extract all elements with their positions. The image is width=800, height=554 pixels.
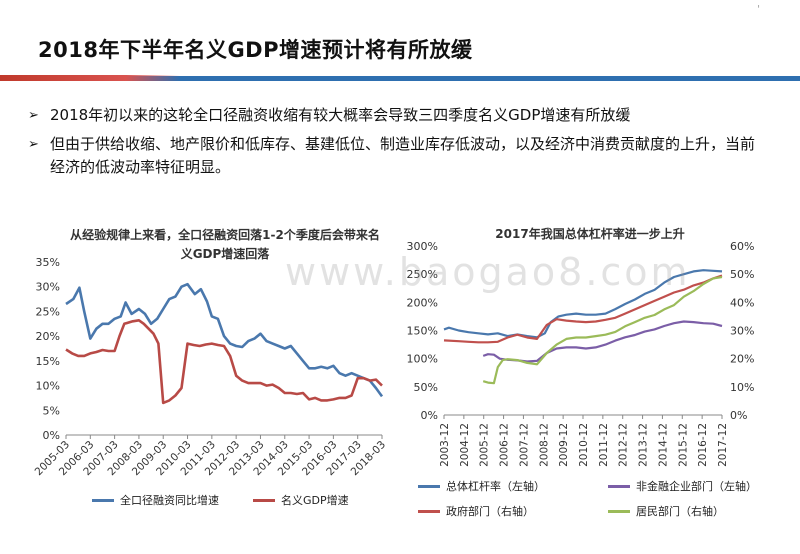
legend-label: 政府部门（右轴）	[446, 505, 534, 518]
y-right-tick-label: 40%	[730, 296, 754, 309]
x-tick-label: 2012-12	[618, 423, 630, 467]
legend-label: 非金融企业部门（左轴）	[636, 480, 757, 493]
series-line	[65, 319, 383, 405]
legend-swatch	[418, 484, 440, 488]
legend-swatch	[608, 484, 630, 488]
series-line	[482, 275, 723, 385]
x-tick-label: 2007-12	[518, 423, 530, 467]
legend-label: 名义GDP增速	[281, 494, 349, 507]
y-right-tick-label: 10%	[730, 381, 754, 394]
legend-item: 政府部门（右轴）	[418, 503, 608, 519]
series-line	[443, 269, 723, 339]
y-tick-label: 25%	[36, 305, 60, 318]
x-tick-label: 2016-12	[697, 423, 709, 467]
y-tick-label: 10%	[36, 380, 60, 393]
x-tick-label: 2004-12	[459, 423, 471, 467]
bullet-list: ➢ 2018年初以来的这轮全口径融资收缩有较大概率会导致三四季度名义GDP增速有…	[28, 104, 768, 185]
x-tick-label: 2014-12	[657, 423, 669, 467]
legend-item: 居民部门（右轴）	[608, 503, 778, 519]
legend-item: 总体杠杆率（左轴）	[418, 478, 608, 494]
y-tick-label: 30%	[36, 281, 60, 294]
bullet-arrow-icon: ➢	[28, 108, 39, 123]
y-left-tick-label: 150%	[407, 325, 438, 338]
page-mark: '	[757, 4, 760, 15]
x-tick-label: 2009-12	[558, 423, 570, 467]
y-left-tick-label: 50%	[414, 381, 438, 394]
legend-swatch	[92, 498, 114, 502]
x-tick-label: 2015-12	[677, 423, 689, 467]
x-tick-label: 2008-12	[538, 423, 550, 467]
x-tick-label: 2005-12	[479, 423, 491, 467]
left-chart-legend: 全口径融资同比增速 名义GDP增速	[92, 492, 349, 508]
y-left-tick-label: 200%	[407, 296, 438, 309]
y-tick-label: 15%	[36, 355, 60, 368]
legend-label: 全口径融资同比增速	[120, 494, 219, 507]
legend-item: 名义GDP增速	[253, 492, 349, 508]
legend-item: 全口径融资同比增速	[92, 492, 219, 508]
y-tick-label: 20%	[36, 330, 60, 343]
y-right-tick-label: 50%	[730, 268, 754, 281]
y-left-tick-label: 300%	[407, 240, 438, 253]
y-left-tick-label: 0%	[421, 409, 438, 422]
title-underline-blue	[0, 76, 800, 81]
series-line	[443, 274, 723, 344]
legend-item: 非金融企业部门（左轴）	[608, 478, 778, 494]
bullet-item: ➢ 2018年初以来的这轮全口径融资收缩有较大概率会导致三四季度名义GDP增速有…	[28, 104, 768, 127]
legend-swatch	[418, 509, 440, 513]
x-tick-label: 2010-12	[578, 423, 590, 467]
y-left-tick-label: 250%	[407, 268, 438, 281]
x-tick-label: 2017-12	[717, 423, 729, 467]
x-tick-label: 2003-12	[439, 423, 451, 467]
x-tick-label: 2006-12	[499, 423, 511, 467]
right-chart-title: 2017年我国总体杠杆率进一步上升	[495, 227, 685, 241]
x-tick-label: 2013-12	[638, 423, 650, 467]
y-right-tick-label: 20%	[730, 353, 754, 366]
bullet-item: ➢ 但由于供给收缩、地产限价和低库存、基建低位、制造业库存低波动，以及经济中消费…	[28, 133, 768, 179]
watermark: www.baogao8.com	[285, 250, 691, 294]
right-chart-legend: 总体杠杆率（左轴） 非金融企业部门（左轴） 政府部门（右轴） 居民部门（右轴）	[418, 478, 778, 519]
y-right-tick-label: 0%	[730, 409, 747, 422]
y-tick-label: 0%	[43, 429, 60, 442]
y-right-tick-label: 30%	[730, 325, 754, 338]
y-tick-label: 5%	[43, 404, 60, 417]
y-left-tick-label: 100%	[407, 353, 438, 366]
bullet-text: 但由于供给收缩、地产限价和低库存、基建低位、制造业库存低波动，以及经济中消费贡献…	[50, 135, 756, 176]
series-line	[482, 320, 723, 363]
legend-swatch	[608, 509, 630, 513]
y-tick-label: 35%	[36, 256, 60, 269]
left-chart: 0%5%10%15%20%25%30%35%2005-032006-032007…	[33, 256, 389, 478]
y-right-tick-label: 60%	[730, 240, 754, 253]
title-underline-red	[0, 75, 180, 81]
series-line	[65, 282, 384, 398]
legend-swatch	[253, 498, 275, 502]
left-chart-title: 从经验规律上来看，全口径融资回落1-2个季度后会带来名义GDP增速回落	[70, 228, 380, 261]
slide-title: 2018年下半年名义GDP增速预计将有所放缓	[38, 38, 473, 62]
legend-label: 总体杠杆率（左轴）	[446, 480, 545, 493]
x-tick-label: 2011-12	[598, 423, 610, 467]
bullet-text: 2018年初以来的这轮全口径融资收缩有较大概率会导致三四季度名义GDP增速有所放…	[50, 106, 631, 124]
legend-label: 居民部门（右轴）	[636, 505, 724, 518]
bullet-arrow-icon: ➢	[28, 137, 39, 152]
